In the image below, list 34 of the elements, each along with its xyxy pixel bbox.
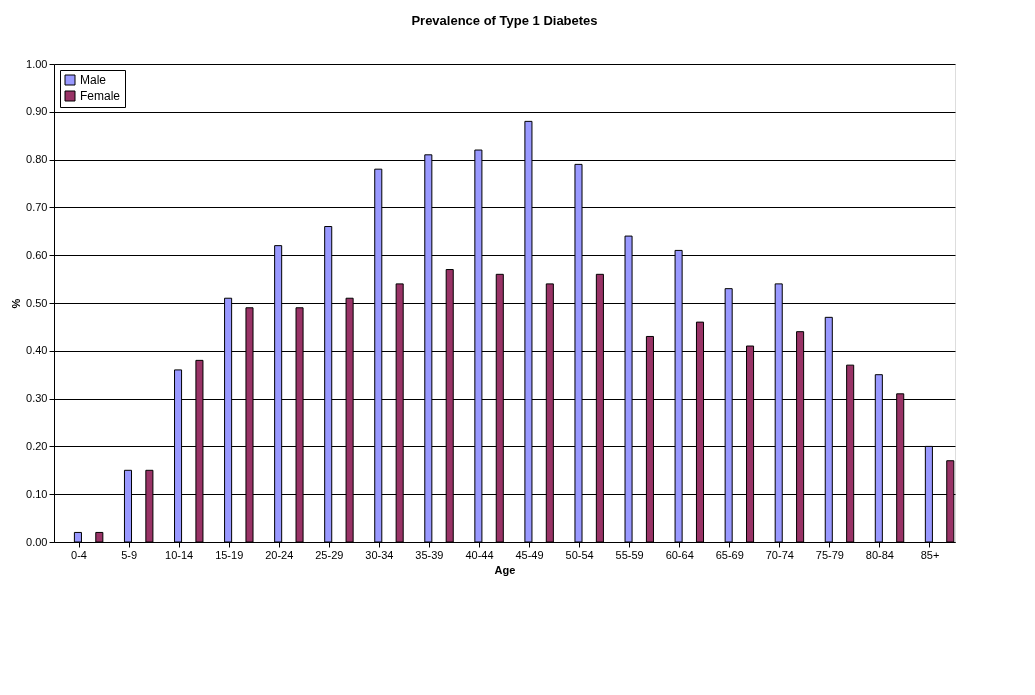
x-tick-label: 30-34 <box>365 548 394 561</box>
x-tick-label: 35-39 <box>415 548 444 561</box>
y-tick-label: 0.40 <box>26 344 48 357</box>
x-tick-label: 60-64 <box>665 548 694 561</box>
y-tick-label: 0.60 <box>26 248 48 261</box>
y-tick-label: 0.00 <box>26 535 48 548</box>
x-tick-label: 5-9 <box>121 548 138 561</box>
y-axis-title: % <box>10 298 23 309</box>
x-tick-label: 45-49 <box>515 548 544 561</box>
legend-label: Female <box>80 89 121 103</box>
chart-title: Prevalence of Type 1 Diabetes <box>411 13 598 28</box>
x-tick-label: 20-24 <box>265 548 294 561</box>
x-tick-label: 75-79 <box>815 548 844 561</box>
y-tick-label: 0.80 <box>26 153 48 166</box>
y-tick-label: 0.10 <box>26 487 48 500</box>
x-axis-title: Age <box>494 563 516 576</box>
x-tick-label: 0-4 <box>71 548 87 561</box>
y-tick-label: 1.00 <box>26 57 48 70</box>
y-tick-label: 0.70 <box>26 200 48 213</box>
y-tick-label: 0.90 <box>26 105 48 118</box>
x-tick-label: 50-54 <box>565 548 594 561</box>
x-tick-label: 15-19 <box>215 548 244 561</box>
legend-label: Male <box>80 73 107 87</box>
x-tick-label: 70-74 <box>765 548 794 561</box>
x-tick-label: 85+ <box>920 548 940 561</box>
x-tick-label: 10-14 <box>165 548 194 561</box>
x-tick-label: 25-29 <box>315 548 344 561</box>
x-tick-label: 65-69 <box>715 548 744 561</box>
x-tick-label: 55-59 <box>615 548 644 561</box>
x-tick-label: 40-44 <box>465 548 494 561</box>
x-tick-label: 80-84 <box>865 548 894 561</box>
y-tick-label: 0.20 <box>26 439 48 452</box>
y-tick-label: 0.50 <box>26 296 48 309</box>
y-tick-label: 0.30 <box>26 392 48 405</box>
